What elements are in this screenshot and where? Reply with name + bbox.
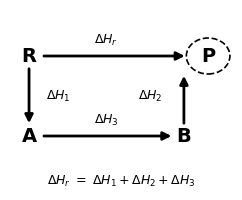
Text: P: P <box>201 46 215 66</box>
Text: $\Delta H_2$: $\Delta H_2$ <box>138 88 162 104</box>
Text: $\Delta H_r$: $\Delta H_r$ <box>94 32 119 48</box>
Text: $\Delta H_3$: $\Delta H_3$ <box>94 112 119 128</box>
Text: A: A <box>22 127 37 146</box>
Text: R: R <box>22 46 37 66</box>
Text: $\Delta H_1$: $\Delta H_1$ <box>46 88 70 104</box>
Text: B: B <box>177 127 191 146</box>
Text: $\Delta H_r\ =\ \Delta H_1 + \Delta H_2 + \Delta H_3$: $\Delta H_r\ =\ \Delta H_1 + \Delta H_2 … <box>47 173 195 189</box>
